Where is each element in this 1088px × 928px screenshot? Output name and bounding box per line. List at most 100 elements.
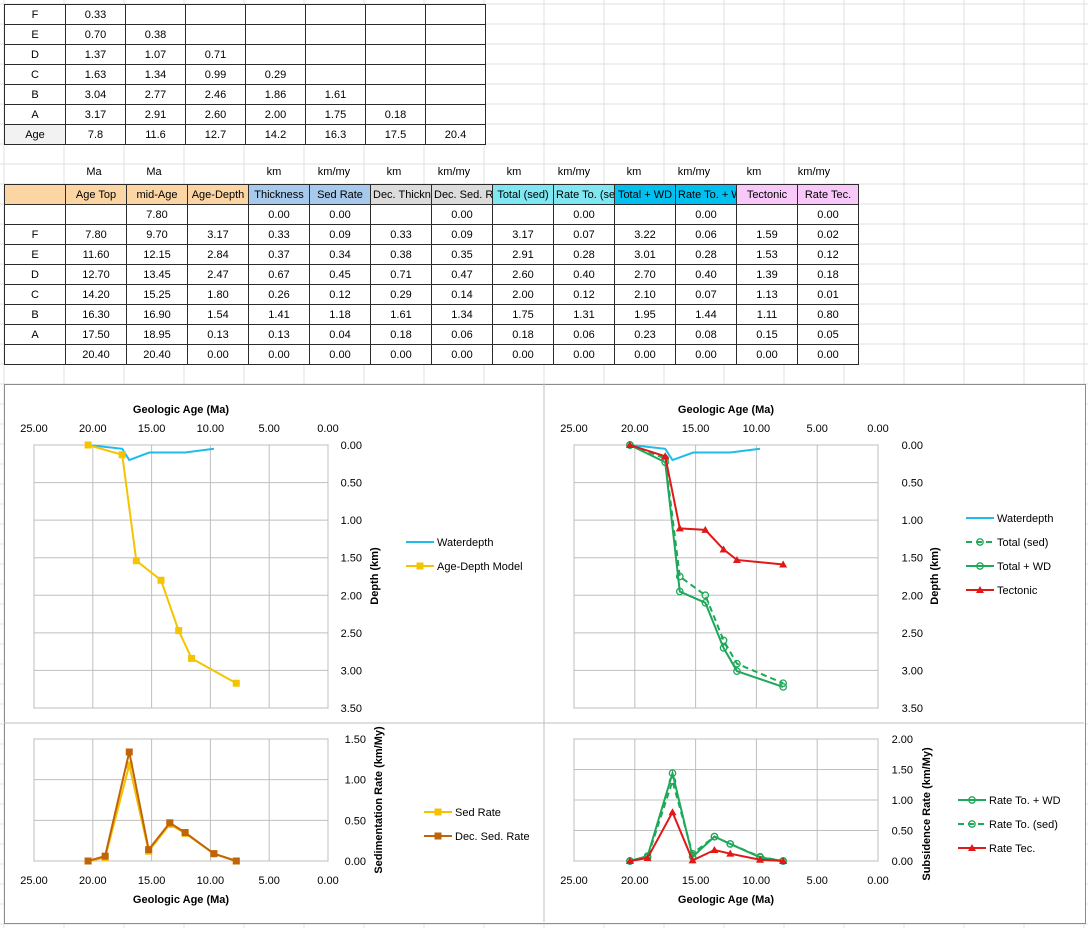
y-tick-label: 0.50 xyxy=(345,815,366,827)
legend-label: Tectonic xyxy=(997,585,1038,597)
table-cell: 0.00 xyxy=(736,344,798,365)
x-tick-label: 5.00 xyxy=(258,423,279,435)
table-cell: 1.11 xyxy=(736,304,798,325)
column-header[interactable]: mid-Age xyxy=(126,184,188,205)
y-tick-label: 0.50 xyxy=(902,478,923,490)
x-tick-label: 0.00 xyxy=(317,423,338,435)
chart: 25.00 20.00 15.00 10.00 5.00 0.00 0.00 0.50 1.00… xyxy=(20,726,529,906)
data-point xyxy=(84,857,92,865)
data-point xyxy=(675,587,684,596)
table-cell: 3.17 xyxy=(65,104,126,125)
table-cell: 0.12 xyxy=(797,244,859,265)
data-point xyxy=(675,572,684,581)
data-point xyxy=(125,748,133,756)
table-cell: 1.95 xyxy=(614,304,676,325)
table-cell: 11.6 xyxy=(125,124,186,145)
table-row: 20.40 20.40 0.00 0.00 0.00 0.00 0.00 0.00 0.00 0.… xyxy=(4,344,859,365)
table-cell: 0.47 xyxy=(431,264,493,285)
column-header[interactable]: Sed Rate xyxy=(309,184,371,205)
legend-marker xyxy=(416,562,424,570)
series-1 xyxy=(84,748,240,865)
y-tick-label: 2.00 xyxy=(892,734,913,746)
table-cell: 1.34 xyxy=(125,64,186,85)
unit-label: km/my xyxy=(317,166,351,178)
x-tick-label: 20.00 xyxy=(621,875,649,887)
x-tick-label: 25.00 xyxy=(560,875,588,887)
x-tick-label: 0.00 xyxy=(317,875,338,887)
series-3 xyxy=(625,441,788,568)
data-point xyxy=(101,852,109,860)
legend-label: Dec. Sed. Rate xyxy=(455,831,530,843)
series-line xyxy=(87,444,237,685)
y-tick-label: 0.00 xyxy=(345,856,366,868)
series-1 xyxy=(626,441,788,688)
table-cell: 1.63 xyxy=(65,64,126,85)
column-header[interactable]: Dec. Thickness xyxy=(370,184,432,205)
row-label: F xyxy=(4,224,66,245)
data-point xyxy=(118,451,126,459)
table-cell: 0.67 xyxy=(248,264,310,285)
series-line xyxy=(629,444,784,566)
table-cell: 0.00 xyxy=(248,204,310,225)
y-tick-label: 1.00 xyxy=(341,515,362,527)
table-cell xyxy=(425,24,486,45)
x-tick-label: 25.00 xyxy=(20,423,48,435)
table-cell xyxy=(365,24,426,45)
y-tick-label: 0.00 xyxy=(341,440,362,452)
table-cell: 0.80 xyxy=(797,304,859,325)
table-cell: 14.2 xyxy=(245,124,306,145)
table-cell xyxy=(492,204,554,225)
row-label: D xyxy=(4,264,66,285)
table-cell: 0.00 xyxy=(553,204,615,225)
plot-area xyxy=(33,738,329,862)
table-cell: 15.25 xyxy=(126,284,188,305)
y-tick-label: 3.50 xyxy=(902,703,923,715)
column-header[interactable]: Rate Tec. xyxy=(797,184,859,205)
table-cell: 1.53 xyxy=(736,244,798,265)
y-axis-title: Depth (km) xyxy=(929,547,941,605)
table-cell xyxy=(365,64,426,85)
table-cell xyxy=(305,4,366,25)
unit-label: km xyxy=(506,166,522,178)
chart: 25.00 20.00 15.00 10.00 5.00 0.00 0.00 0.50 1.00… xyxy=(560,404,1053,715)
y-axis-title: Subsidence Rate (km/My) xyxy=(921,747,933,881)
series-line xyxy=(629,809,784,862)
table-cell xyxy=(305,64,366,85)
table-cell: 0.37 xyxy=(248,244,310,265)
column-header[interactable]: Rate To. + WD xyxy=(675,184,737,205)
table-cell: 1.80 xyxy=(187,284,249,305)
table-cell: 0.00 xyxy=(309,344,371,365)
x-tick-label: 10.00 xyxy=(197,875,225,887)
data-point xyxy=(710,832,719,841)
table-cell: 0.33 xyxy=(65,4,126,25)
table-cell: 0.04 xyxy=(309,324,371,345)
y-tick-label: 3.00 xyxy=(341,665,362,677)
x-tick-label: 15.00 xyxy=(682,423,710,435)
data-point xyxy=(779,560,788,568)
column-header[interactable]: Thickness xyxy=(248,184,310,205)
table-cell xyxy=(245,4,306,25)
x-axis-title: Geologic Age (Ma) xyxy=(678,894,774,906)
y-tick-label: 3.50 xyxy=(341,703,362,715)
y-tick-label: 3.00 xyxy=(902,665,923,677)
chart: 25.00 20.00 15.00 10.00 5.00 0.00 0.00 0.50 1.00… xyxy=(560,734,1060,906)
data-point xyxy=(719,644,728,652)
unit-label: km xyxy=(626,166,642,178)
column-header[interactable]: Tectonic xyxy=(736,184,798,205)
table-cell: 17.50 xyxy=(65,324,127,345)
y-axis-title: Sedimentation Rate (km/My) xyxy=(373,726,385,874)
table-cell: 0.00 xyxy=(675,204,737,225)
column-header[interactable]: Total (sed) xyxy=(492,184,554,205)
y-tick-label: 2.00 xyxy=(341,590,362,602)
table-cell: 20.40 xyxy=(65,344,127,365)
table-cell xyxy=(185,24,246,45)
data-point xyxy=(125,761,133,769)
unit-label: km/my xyxy=(797,166,831,178)
table-cell: 0.09 xyxy=(309,224,371,245)
table-cell: 0.00 xyxy=(797,204,859,225)
series-1 xyxy=(84,441,240,687)
table-cell: 17.5 xyxy=(365,124,426,145)
column-header[interactable]: Age-Depth xyxy=(187,184,249,205)
table-cell: 0.00 xyxy=(248,344,310,365)
column-header[interactable]: Total + WD xyxy=(614,184,676,205)
